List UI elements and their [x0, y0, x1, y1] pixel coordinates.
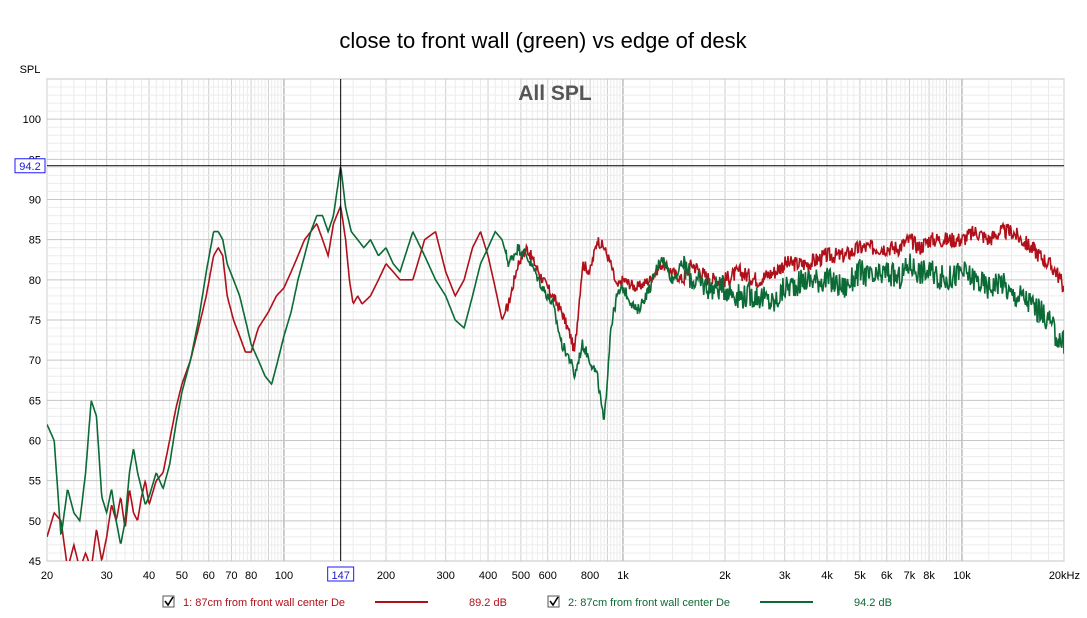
- cursor-crosshair: [47, 79, 1064, 561]
- x-tick-label: 80: [245, 570, 257, 582]
- series-lines: [47, 166, 1064, 561]
- y-tick-label: 70: [29, 355, 41, 367]
- x-tick-label: 20kHz: [1049, 570, 1080, 582]
- x-tick-label: 8k: [923, 570, 935, 582]
- x-tick-label: 500: [512, 570, 530, 582]
- series-line-1: [47, 203, 1064, 561]
- x-tick-label: 7k: [904, 570, 916, 582]
- x-tick-label: 100: [275, 570, 293, 582]
- x-tick-label: 200: [377, 570, 395, 582]
- x-tick-label: 40: [143, 570, 155, 582]
- cursor-y-label: 94.2: [19, 161, 40, 173]
- x-tick-label: 400: [479, 570, 497, 582]
- cursor-x-label-box: [327, 566, 355, 582]
- legend-label-1: 1: 87cm from front wall center De: [183, 597, 345, 609]
- y-tick-label: 85: [29, 235, 41, 247]
- x-tick-label: 50: [176, 570, 188, 582]
- x-tick-label: 600: [539, 570, 557, 582]
- cursor-y-label-box: [14, 158, 46, 174]
- legend-checkbox-1: [162, 595, 175, 608]
- x-tick-label: 800: [581, 570, 599, 582]
- x-tick-label: 5k: [854, 570, 866, 582]
- legend-value-1: 89.2 dB: [469, 597, 507, 609]
- x-axis-ticks: 20 30 40 50 60 70 80 100 200 300 400 500 600 800 1k 2k 3…: [41, 566, 1080, 582]
- x-tick-label: 2k: [719, 570, 731, 582]
- y-tick-label: 65: [29, 395, 41, 407]
- legend-label-2: 2: 87cm from front wall center De: [568, 597, 730, 609]
- x-tick-label: 3k: [779, 570, 791, 582]
- x-tick-label: 4k: [821, 570, 833, 582]
- legend-checkmark-2: [549, 596, 559, 607]
- plot-inner-label: All SPL: [518, 82, 592, 105]
- x-tick-label: 20: [41, 570, 53, 582]
- y-axis-label: SPL: [20, 64, 41, 76]
- x-tick-label: 10k: [953, 570, 971, 582]
- x-tick-label: 60: [203, 570, 215, 582]
- y-tick-label: 80: [29, 275, 41, 287]
- y-tick-label: 75: [29, 315, 41, 327]
- series-line-2: [47, 166, 1064, 544]
- y-tick-label: 100: [23, 114, 41, 126]
- y-tick-label: 45: [29, 556, 41, 568]
- cursor-x-label: 147: [331, 570, 349, 582]
- x-tick-label: 1k: [617, 570, 629, 582]
- x-tick-label: 30: [101, 570, 113, 582]
- legend-checkmark-1: [164, 596, 174, 607]
- legend-value-2: 94.2 dB: [854, 597, 892, 609]
- chart-title: close to front wall (green) vs edge of d…: [339, 28, 747, 53]
- y-tick-label: 55: [29, 476, 41, 488]
- x-tick-label: 6k: [881, 570, 893, 582]
- y-axis-ticks: 455055606570758085909510094.2: [14, 114, 46, 568]
- y-tick-label: 90: [29, 195, 41, 207]
- legend-checkbox-2: [547, 595, 560, 608]
- x-tick-label: 70: [225, 570, 237, 582]
- y-tick-label: 60: [29, 436, 41, 448]
- y-tick-label: 50: [29, 516, 41, 528]
- legend: 1: 87cm from front wall center De 89.2 dB…: [162, 595, 892, 609]
- x-tick-label: 300: [437, 570, 455, 582]
